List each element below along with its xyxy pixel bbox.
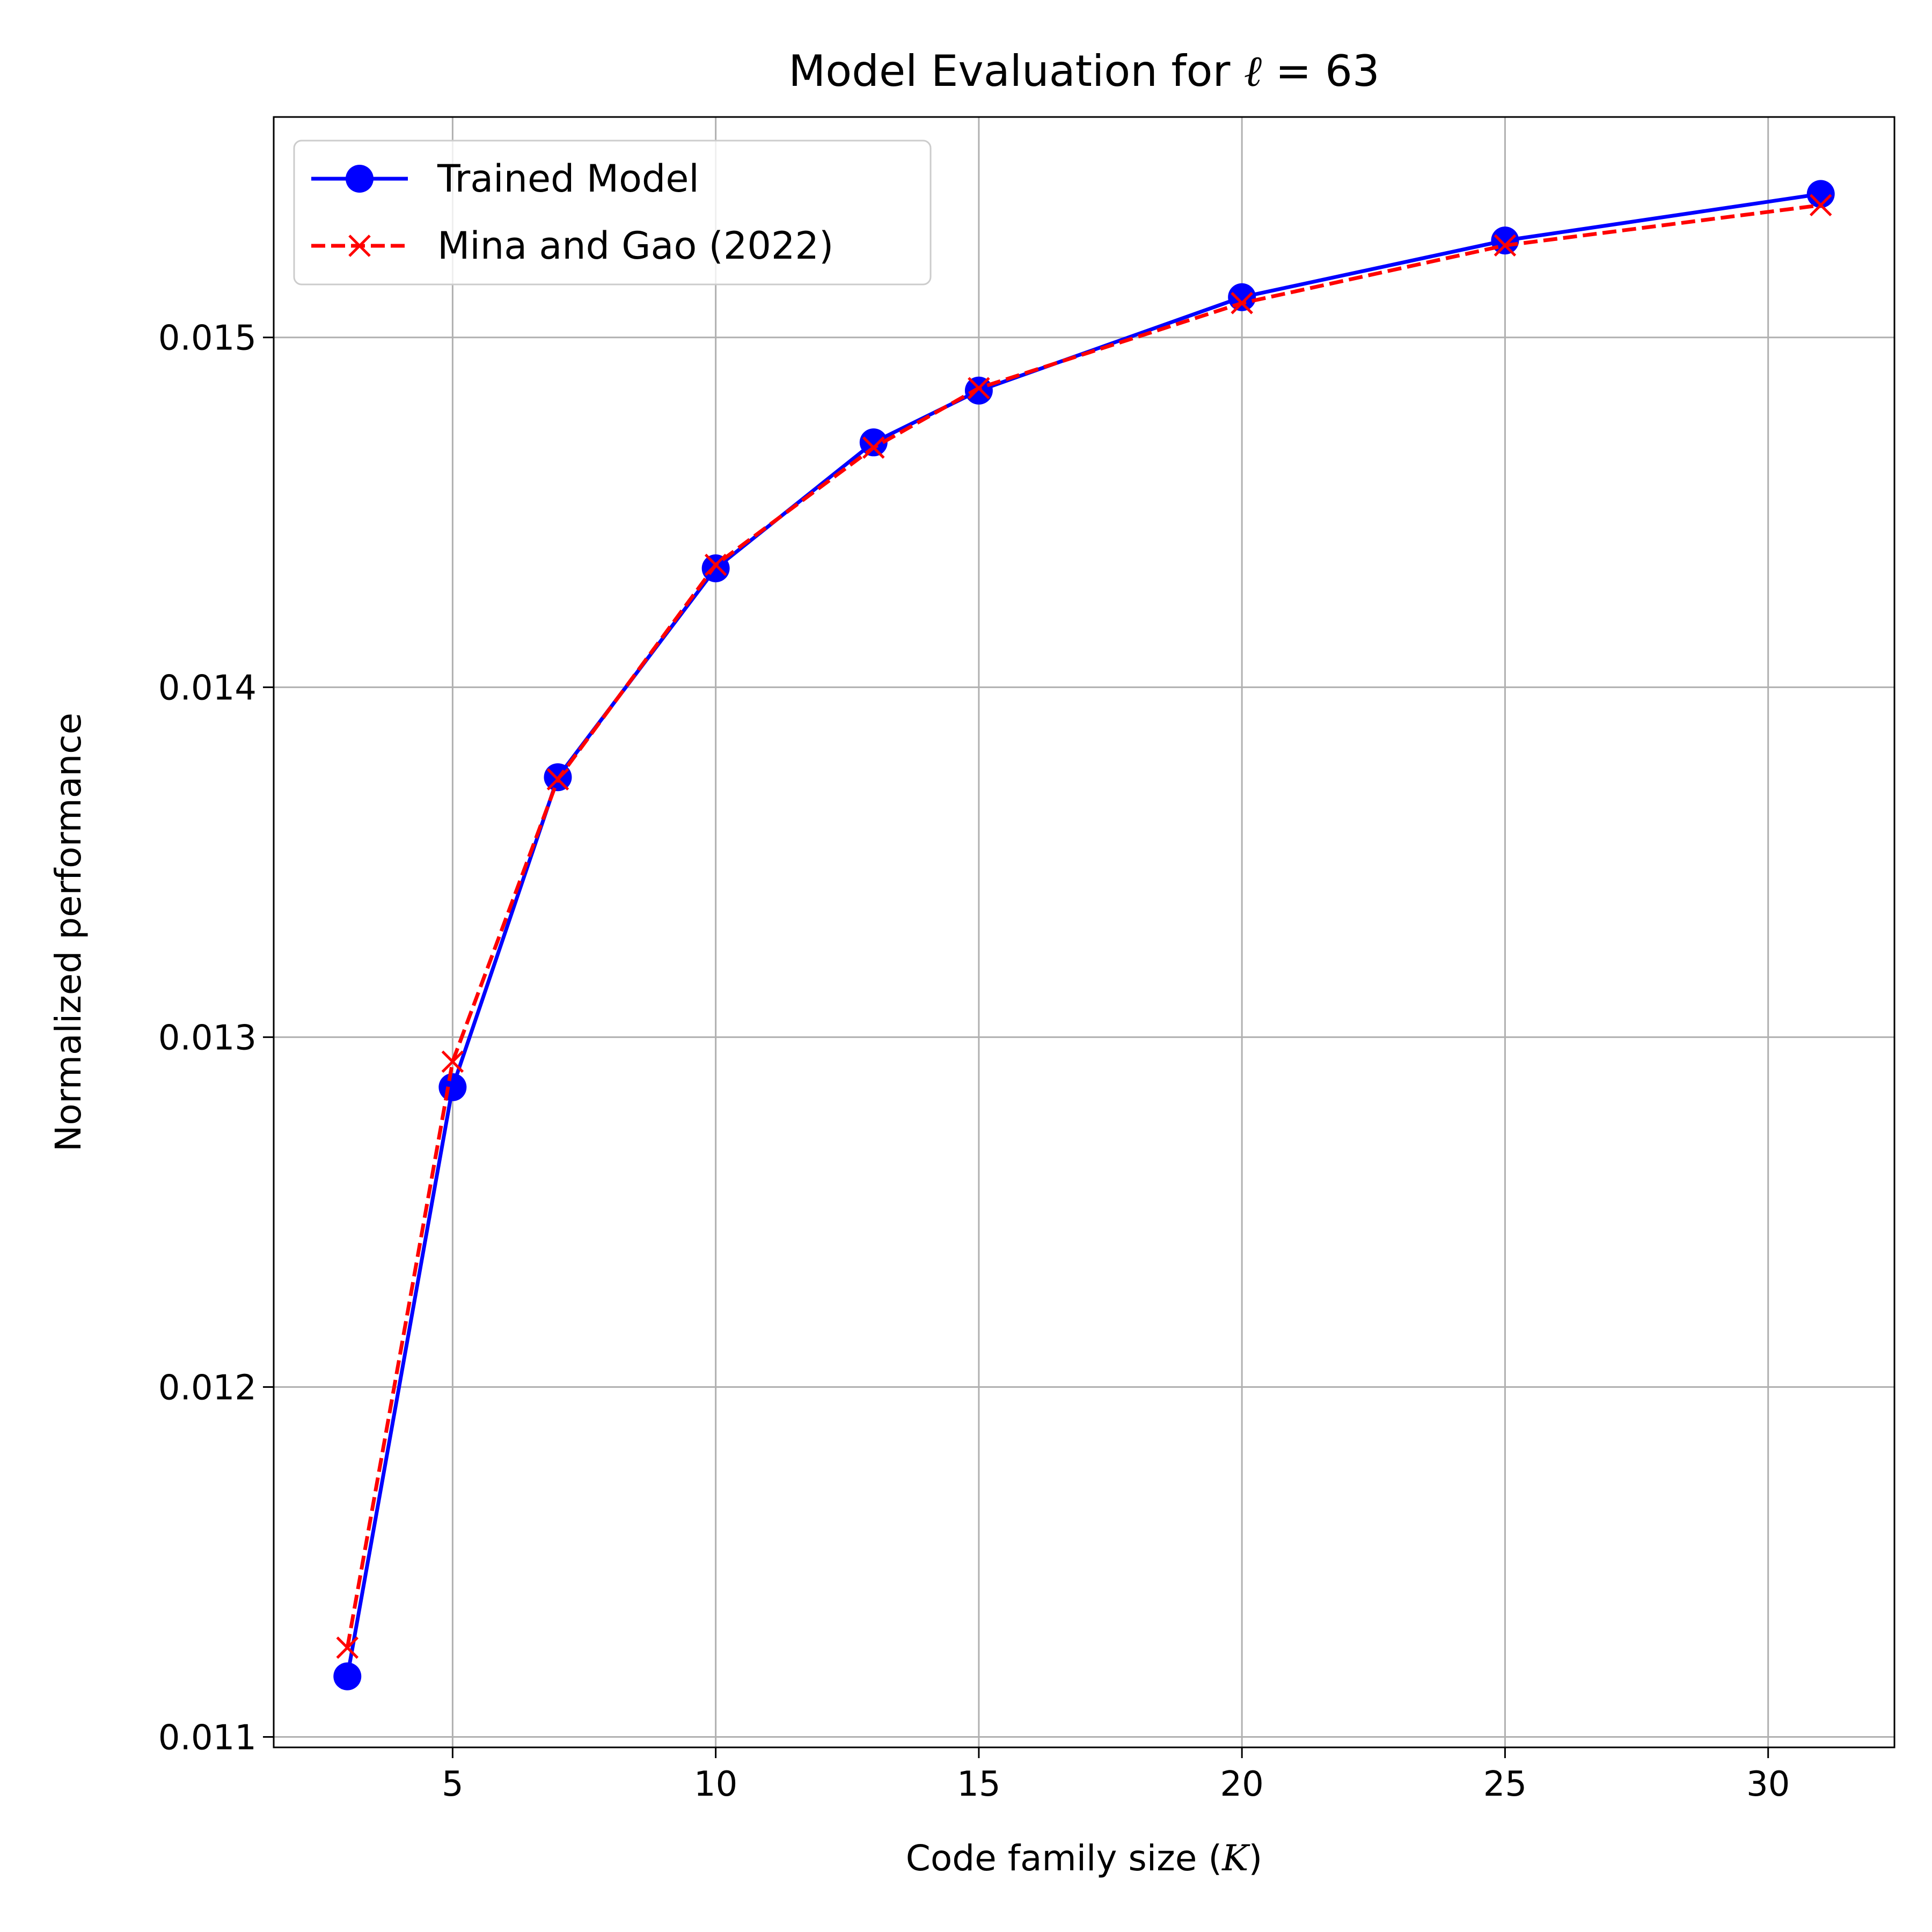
y-axis-label: Normalized performance [48, 713, 89, 1152]
data-point-mina-and-gao [1809, 194, 1832, 217]
data-point-mina-and-gao-stroke [1494, 234, 1517, 257]
data-point-trained-model [333, 1662, 362, 1690]
legend-label-trained-model: Trained Model [437, 157, 699, 201]
data-point-mina-and-gao-stroke [968, 377, 990, 400]
data-point-trained-model [1806, 180, 1835, 208]
series-layer [333, 180, 1835, 1690]
data-point-trained-model [859, 428, 888, 457]
x-axis-label-suffix: ) [1248, 1838, 1262, 1879]
y-tick-label: 0.011 [158, 1718, 257, 1758]
x-tick-label: 20 [1220, 1765, 1263, 1804]
data-point-mina-and-gao-stroke [1231, 292, 1253, 314]
plot-frame [273, 116, 1896, 1748]
chart-title: Model Evaluation for ℓ = 63 [788, 46, 1380, 96]
data-point-trained-model [701, 554, 730, 582]
data-point-mina-and-gao-stroke [1809, 194, 1832, 217]
series-mina-and-gao [336, 194, 1832, 1659]
y-tick-label: 0.012 [158, 1368, 257, 1408]
data-point-mina-and-gao [1494, 234, 1517, 257]
x-tick-label: 15 [957, 1765, 1000, 1804]
plot-area [274, 117, 1894, 1747]
legend: Trained Model Mina and Gao (2022) [293, 140, 932, 286]
data-point-mina-and-gao-stroke [441, 1050, 464, 1073]
chart-title-suffix: = 63 [1262, 46, 1380, 96]
legend-label-mina-and-gao: Mina and Gao (2022) [437, 224, 833, 268]
x-axis-label: Code family size (K) [906, 1838, 1262, 1879]
data-point-trained-model [1491, 226, 1519, 255]
x-axis: 5 10 15 20 25 30 [442, 1747, 1790, 1804]
data-point-mina-and-gao [968, 377, 990, 400]
y-tick-label: 0.013 [158, 1019, 257, 1058]
legend-marker-trained-model [346, 165, 374, 193]
data-point-mina-and-gao [862, 436, 885, 459]
x-axis-label-prefix: Code family size ( [906, 1838, 1222, 1879]
legend-marker-mina-and-gao [348, 235, 371, 257]
x-tick-label: 10 [694, 1765, 737, 1804]
y-axis: 0.011 0.012 0.013 0.014 0.015 [158, 319, 274, 1758]
legend-entries: Trained Model Mina and Gao (2022) [311, 157, 833, 268]
legend-marker-mina-and-gao-stroke [348, 235, 371, 257]
data-point-mina-and-gao [336, 1636, 359, 1659]
data-point-mina-and-gao-stroke [546, 768, 569, 791]
data-point-trained-model [1228, 283, 1256, 311]
data-point-mina-and-gao-stroke [704, 553, 727, 576]
data-point-mina-and-gao [441, 1050, 464, 1073]
data-point-mina-and-gao [704, 553, 727, 576]
data-point-trained-model [964, 376, 993, 405]
chart-title-prefix: Model Evaluation for [788, 46, 1244, 96]
y-tick-label: 0.015 [158, 319, 257, 358]
x-tick-label: 25 [1483, 1765, 1527, 1804]
legend-box [293, 140, 932, 286]
x-tick-label: 5 [442, 1765, 464, 1804]
x-axis-label-symbol: K [1221, 1838, 1250, 1879]
y-tick-label: 0.014 [158, 669, 257, 708]
data-point-trained-model [438, 1073, 467, 1101]
data-point-mina-and-gao-stroke [862, 436, 885, 459]
data-point-mina-and-gao [546, 768, 569, 791]
data-point-mina-and-gao [1231, 292, 1253, 314]
x-tick-label: 30 [1746, 1765, 1790, 1804]
chart-title-symbol: ℓ [1244, 46, 1262, 96]
data-point-mina-and-gao-stroke [336, 1636, 359, 1659]
